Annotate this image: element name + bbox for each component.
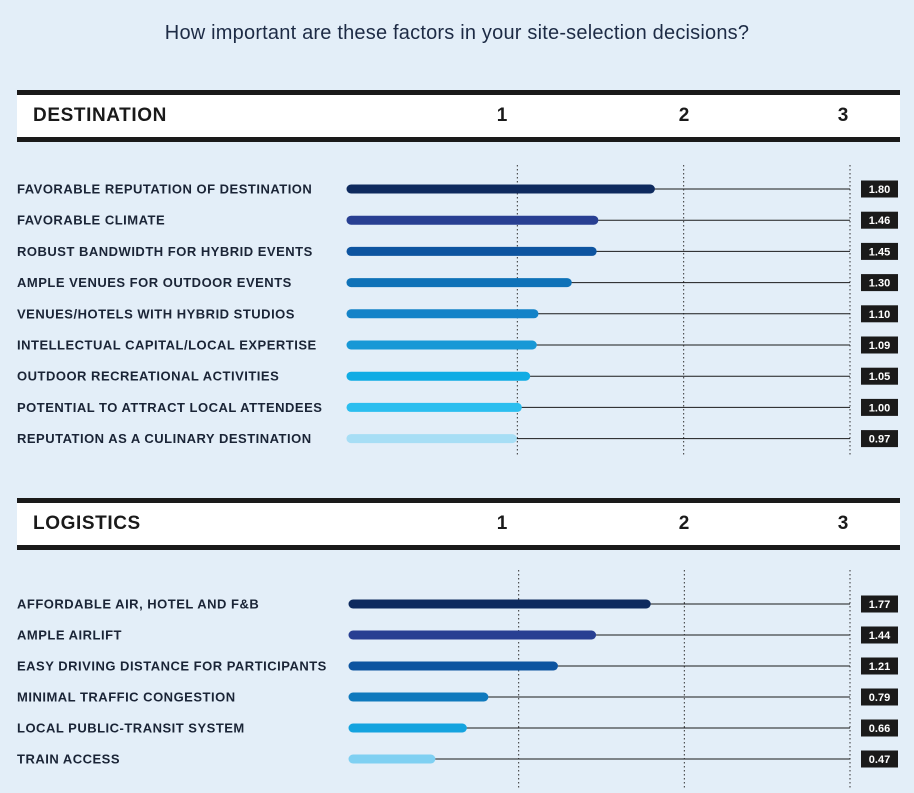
destination-panel: DESTINATION 1 2 3 FAVORABLE REPUTATION O… (0, 90, 914, 465)
category-label: OUTDOOR RECREATIONAL ACTIVITIES (17, 369, 279, 384)
category-label: MINIMAL TRAFFIC CONGESTION (17, 690, 236, 705)
category-label: EASY DRIVING DISTANCE FOR PARTICIPANTS (17, 659, 327, 674)
data-label: 1.46 (869, 215, 890, 227)
category-label: AFFORDABLE AIR, HOTEL AND F&B (17, 597, 259, 612)
header-tick-3: 3 (837, 513, 849, 534)
value-box (861, 305, 898, 323)
category-label: INTELLECTUAL CAPITAL/LOCAL EXPERTISE (17, 338, 317, 353)
header-tick-2: 2 (678, 513, 690, 534)
category-label: ROBUST BANDWIDTH FOR HYBRID EVENTS (17, 244, 313, 259)
value-box (861, 336, 898, 354)
data-label: 1.09 (869, 340, 890, 352)
category-label: FAVORABLE CLIMATE (17, 213, 165, 228)
data-label: 1.80 (869, 184, 890, 196)
header-tick-1: 1 (496, 513, 508, 534)
data-label: 0.97 (869, 434, 890, 446)
value-box (861, 242, 898, 260)
data-label: 1.05 (869, 371, 890, 383)
data-label: 1.77 (869, 599, 890, 611)
value-box (861, 719, 898, 737)
category-label: AMPLE AIRLIFT (17, 628, 122, 643)
data-label: 0.47 (869, 754, 890, 766)
data-label: 1.45 (869, 246, 890, 258)
page-title: How important are these factors in your … (164, 22, 750, 44)
data-label: 1.30 (869, 278, 890, 290)
value-box (861, 367, 898, 385)
destination-chart: FAVORABLE REPUTATION OF DESTINATION 1.80 F… (17, 165, 898, 457)
category-label: LOCAL PUBLIC-TRANSIT SYSTEM (17, 721, 245, 736)
value-box (861, 626, 898, 644)
data-label: 1.00 (869, 402, 890, 414)
category-label: AMPLE VENUES FOR OUTDOOR EVENTS (17, 275, 292, 290)
value-box (861, 274, 898, 292)
category-label: VENUES/HOTELS WITH HYBRID STUDIOS (17, 306, 295, 321)
value-box (861, 657, 898, 675)
category-label: POTENTIAL TO ATTRACT LOCAL ATTENDEES (17, 400, 322, 415)
value-box (861, 180, 898, 198)
value-box (861, 398, 898, 416)
header-tick-3: 3 (837, 105, 849, 126)
value-box (861, 688, 898, 706)
category-label: FAVORABLE REPUTATION OF DESTINATION (17, 182, 312, 197)
header-tick-1: 1 (496, 105, 508, 126)
data-label: 1.44 (869, 630, 891, 642)
logistics-panel: LOGISTICS 1 2 3 AFFORDABLE AIR, HOTEL AN… (0, 498, 914, 793)
section-title: DESTINATION (33, 105, 167, 126)
data-label: 0.79 (869, 692, 890, 704)
section-title: LOGISTICS (33, 513, 141, 534)
destination-header: DESTINATION 1 2 3 (17, 90, 900, 142)
data-label: 1.10 (869, 309, 890, 321)
logistics-chart: AFFORDABLE AIR, HOTEL AND F&B 1.77 AMPLE A… (17, 570, 898, 788)
value-box (861, 595, 898, 613)
value-box (861, 211, 898, 229)
value-box (861, 430, 898, 448)
logistics-header: LOGISTICS 1 2 3 (17, 498, 900, 550)
header-tick-2: 2 (678, 105, 690, 126)
data-label: 0.66 (869, 723, 890, 735)
data-label: 1.21 (869, 661, 890, 673)
value-box (861, 750, 898, 768)
category-label: TRAIN ACCESS (17, 752, 120, 767)
category-label: REPUTATION AS A CULINARY DESTINATION (17, 431, 312, 446)
